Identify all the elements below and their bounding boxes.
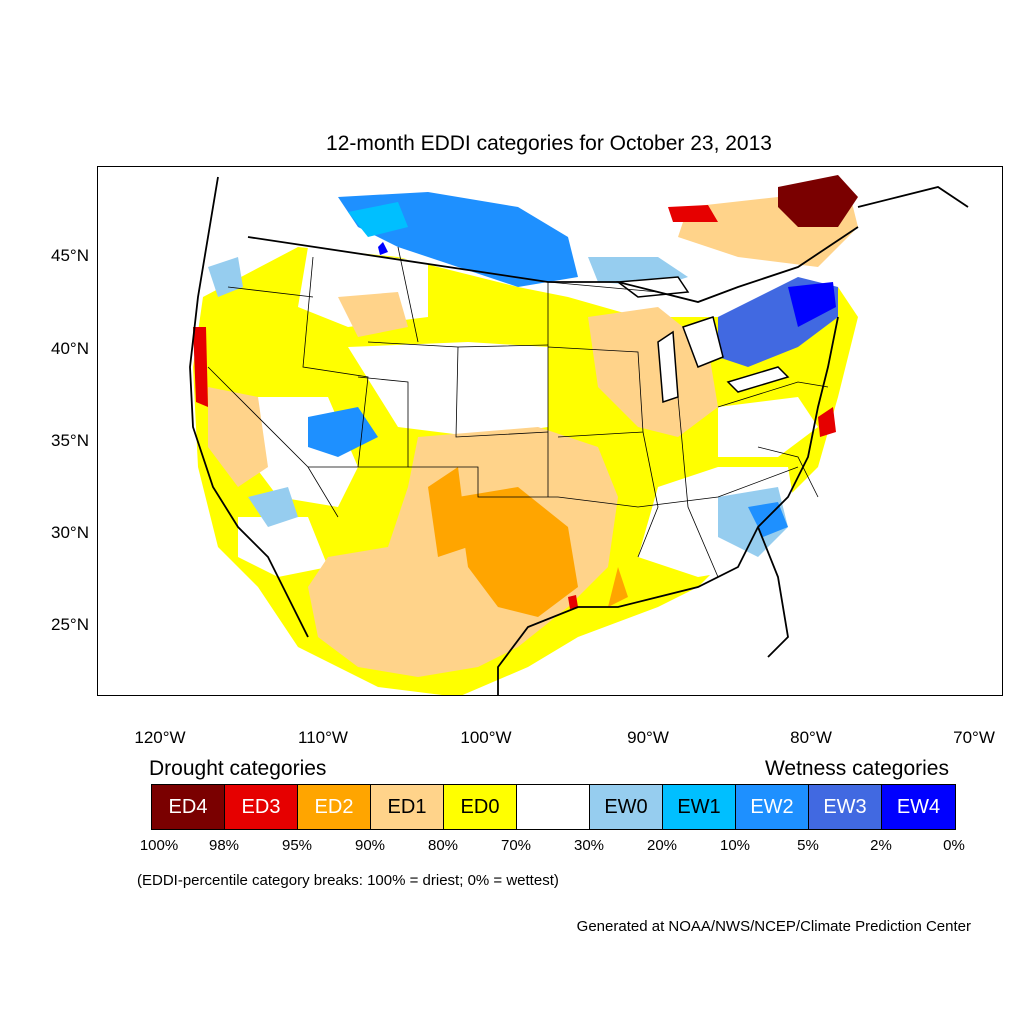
percentile-break-label: 2% xyxy=(870,837,892,854)
legend-swatch-ew0: EW0 xyxy=(590,785,663,829)
percentile-break-label: 98% xyxy=(208,837,240,854)
lat-label-45n: 45°N xyxy=(51,246,89,265)
percentile-break-label: 90% xyxy=(354,837,386,854)
great-lakes xyxy=(615,276,790,404)
percentile-break-label: 0% xyxy=(943,837,965,854)
percentile-break-label: 95% xyxy=(281,837,313,854)
percentile-break-label: 10% xyxy=(719,837,751,854)
lon-label-120w: 120°W xyxy=(134,728,186,747)
lat-label-35n: 35°N xyxy=(51,431,89,450)
lat-label-30n: 30°N xyxy=(51,523,89,542)
lon-label-100w: 100°W xyxy=(460,728,512,747)
legend-swatch-ed2: ED2 xyxy=(298,785,371,829)
legend-swatch-ed4: ED4 xyxy=(152,785,225,829)
percentile-break-label: 80% xyxy=(427,837,459,854)
lat-label-40n: 40°N xyxy=(51,339,89,358)
lon-label-90w: 90°W xyxy=(627,728,669,747)
percentile-break-label: 100% xyxy=(139,837,179,854)
coastlines xyxy=(189,176,969,695)
lat-label-25n: 25°N xyxy=(51,615,89,634)
percentile-break-label: 20% xyxy=(646,837,678,854)
map-title: 12-month EDDI categories for October 23,… xyxy=(326,132,772,155)
drought-heading: Drought categories xyxy=(149,757,327,780)
wetness-heading: Wetness categories xyxy=(764,757,949,780)
legend-swatch-ed3: ED3 xyxy=(225,785,298,829)
legend-swatch-ed0: ED0 xyxy=(444,785,517,829)
category-note: (EDDI-percentile category breaks: 100% =… xyxy=(137,872,559,889)
eddi-map xyxy=(97,166,1003,696)
credit-line: Generated at NOAA/NWS/NCEP/Climate Predi… xyxy=(576,918,971,935)
lon-label-110w: 110°W xyxy=(298,728,348,747)
legend-swatch-ed1: ED1 xyxy=(371,785,444,829)
percentile-break-label: 30% xyxy=(573,837,605,854)
legend-swatch-ew2: EW2 xyxy=(736,785,809,829)
legend-swatch-normal xyxy=(517,785,590,829)
percentile-break-label: 70% xyxy=(500,837,532,854)
legend-swatch-ew4: EW4 xyxy=(882,785,955,829)
lon-label-80w: 80°W xyxy=(790,728,832,747)
legend-swatch-ew1: EW1 xyxy=(663,785,736,829)
category-fill-layer xyxy=(193,175,858,695)
lon-label-70w: 70°W xyxy=(953,728,995,747)
category-legend: ED4 ED3 ED2 ED1 ED0 EW0 EW1 EW2 EW3 EW4 xyxy=(151,784,956,830)
percentile-break-label: 5% xyxy=(797,837,819,854)
legend-swatch-ew3: EW3 xyxy=(809,785,882,829)
map-canvas xyxy=(189,175,969,695)
